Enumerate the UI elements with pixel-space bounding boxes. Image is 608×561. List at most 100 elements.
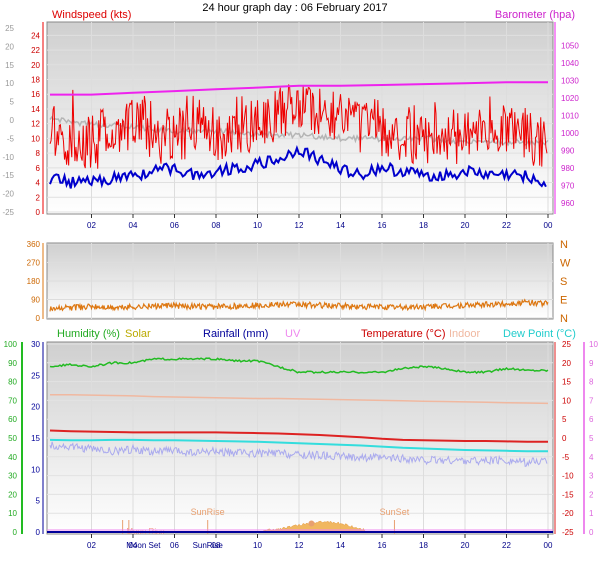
barometer-tick-label: 1030 <box>561 77 579 86</box>
event-label-sunset: SunSet <box>380 507 410 517</box>
x-tick-label: 02 <box>87 541 96 550</box>
humidity-tick-label: 90 <box>8 359 17 368</box>
barometer-axis-ticks: 1050 1040 1030 1020 1010 1000 990 980 970 960 <box>554 22 579 214</box>
x-tick-label: 02 <box>87 221 96 230</box>
windspeed-tick-label: 18 <box>31 76 40 85</box>
x-tick-label: 14 <box>336 221 345 230</box>
windchill-tick-label: 20 <box>5 42 14 51</box>
rainfall-tick-label: 15 <box>31 434 40 443</box>
windchill-tick-label: 10 <box>5 79 14 88</box>
uv-tick-label: 6 <box>589 415 594 424</box>
temperature-tick-label: -25 <box>562 528 574 537</box>
wind-plot-area <box>46 21 554 215</box>
temperature-tick-label: -10 <box>562 472 574 481</box>
windspeed-tick-label: 6 <box>36 164 41 173</box>
x-tick-label: 06 <box>170 221 179 230</box>
temperature-humidity-panel: Humidity (%) Solar Rainfall (mm) UV Temp… <box>4 328 599 550</box>
x-tick-label: 04 <box>129 541 138 550</box>
solar-peak-marker <box>308 520 315 527</box>
compass-label: W <box>560 258 571 270</box>
humidity-tick-label: 60 <box>8 415 17 424</box>
x-tick-label: 04 <box>129 221 138 230</box>
legend-indoor: Indoor <box>449 328 481 340</box>
uv-axis-bar <box>583 342 585 534</box>
wind-baro-panel: Windspeed (kts) Barometer (hpa) 25201510… <box>2 9 579 230</box>
humidity-tick-label: 10 <box>8 509 17 518</box>
windchill-tick-label: 25 <box>5 24 14 33</box>
uv-tick-label: 2 <box>589 490 594 499</box>
humidity-tick-label: 40 <box>8 453 17 462</box>
temperature-tick-label: 20 <box>562 359 571 368</box>
x-tick-label: 16 <box>378 221 387 230</box>
uv-tick-label: 9 <box>589 359 594 368</box>
temperature-tick-label: -20 <box>562 509 574 518</box>
legend-uv: UV <box>285 328 301 340</box>
temperature-tick-label: 25 <box>562 340 571 349</box>
x-tick-label: 10 <box>253 541 262 550</box>
rainfall-tick-label: 30 <box>31 340 40 349</box>
x-tick-label: 10 <box>253 221 262 230</box>
temperature-axis-ticks: 25 20 15 10 5 0 -5 -10 -15 -20 -25 <box>554 340 574 537</box>
wind-direction-line <box>49 298 549 312</box>
barometer-tick-label: 970 <box>561 182 575 191</box>
humidity-tick-label: 30 <box>8 472 17 481</box>
humidity-tick-label: 100 <box>4 340 18 349</box>
barometer-tick-label: 990 <box>561 147 575 156</box>
compass-label: N <box>560 313 568 325</box>
barometer-tick-label: 1040 <box>561 59 579 68</box>
uv-tick-label: 7 <box>589 396 594 405</box>
direction-tick-label: 90 <box>31 296 40 305</box>
x-tick-label: 08 <box>212 541 221 550</box>
x-tick-label: 00 <box>544 221 553 230</box>
barometer-tick-label: 1000 <box>561 129 579 138</box>
barometer-tick-label: 1050 <box>561 42 579 51</box>
event-label-moonset: Moon Set <box>126 541 161 550</box>
legend-solar: Solar <box>125 328 151 340</box>
windchill-tick-label: -15 <box>2 171 14 180</box>
event-label-sunrise-axis: SunRise <box>193 541 224 550</box>
windspeed-tick-label: 4 <box>36 179 41 188</box>
windchill-tick-label: -25 <box>2 208 14 217</box>
windspeed-tick-label: 22 <box>31 46 40 55</box>
x-tick-label: 08 <box>212 221 221 230</box>
windspeed-line <box>49 84 548 169</box>
dewpoint-line <box>49 438 548 453</box>
direction-tick-label: 0 <box>36 314 41 323</box>
humidity-tick-label: 20 <box>8 490 17 499</box>
direction-tick-label: 270 <box>27 259 41 268</box>
windchill-tick-label: -20 <box>2 190 14 199</box>
temperature-tick-label: 15 <box>562 378 571 387</box>
solar-area <box>263 520 366 533</box>
x-tick-label: 22 <box>502 541 511 550</box>
barometer-tick-label: 1020 <box>561 94 579 103</box>
humidity-tick-label: 70 <box>8 396 17 405</box>
windchill-tick-label: 15 <box>5 61 14 70</box>
windspeed-tick-label: 12 <box>31 120 40 129</box>
barometer-line <box>50 81 548 96</box>
indoor-line <box>50 394 549 405</box>
windspeed-tick-label: 14 <box>31 105 40 114</box>
compass-label: S <box>560 276 567 288</box>
windspeed-tick-label: 0 <box>36 208 41 217</box>
rainfall-tick-label: 10 <box>31 465 40 474</box>
legend-temperature: Temperature (°C) <box>361 328 445 340</box>
uv-tick-label: 4 <box>589 453 594 462</box>
windspeed-tick-label: 24 <box>31 31 40 40</box>
x-tick-label: 20 <box>461 221 470 230</box>
barometer-tick-label: 980 <box>561 164 575 173</box>
windspeed-tick-label: 8 <box>36 149 41 158</box>
windchill-axis-ticks: 25 20 15 10 5 0 -5 -10 -15 -20 -25 <box>2 24 14 217</box>
x-tick-label: 12 <box>295 541 304 550</box>
x-tick-label: 18 <box>419 541 428 550</box>
windspeed-tick-label: 10 <box>31 134 40 143</box>
x-tick-label: 06 <box>170 541 179 550</box>
barometer-tick-label: 960 <box>561 199 575 208</box>
x-tick-label: 12 <box>295 221 304 230</box>
uv-tick-label: 10 <box>589 340 598 349</box>
windchill-tick-label: -10 <box>2 153 14 162</box>
uv-tick-label: 8 <box>589 378 594 387</box>
